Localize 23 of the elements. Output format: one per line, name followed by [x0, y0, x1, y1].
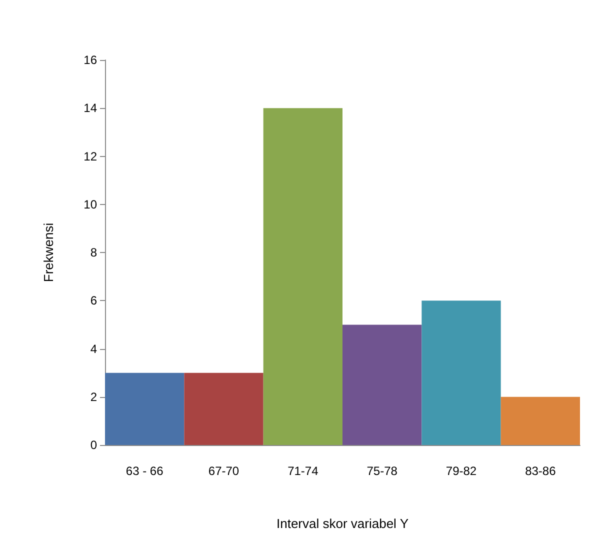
bar — [342, 324, 422, 445]
x-axis-title: Interval skor variabel Y — [276, 516, 409, 531]
y-tick-label: 6 — [90, 294, 98, 308]
bar — [500, 396, 580, 445]
x-tick-label: 83-86 — [525, 464, 556, 478]
bar — [422, 300, 501, 445]
x-tick-label: 79-82 — [446, 464, 477, 478]
y-tick-label: 12 — [84, 149, 98, 164]
y-tick-label: 4 — [90, 342, 98, 356]
y-tick-label: 10 — [84, 197, 98, 212]
bar — [263, 108, 342, 445]
x-tick-label: 63 - 66 — [126, 464, 164, 478]
bar — [105, 372, 184, 445]
y-tick-label: 14 — [84, 101, 98, 116]
bar — [184, 372, 264, 445]
y-tick-label: 2 — [90, 390, 98, 404]
x-tick-label: 71-74 — [288, 464, 319, 478]
x-tick-label: 67-70 — [208, 464, 240, 478]
y-tick-label: 0 — [90, 438, 98, 452]
x-tick-label: 75-78 — [366, 464, 398, 478]
y-tick-label: 8 — [90, 246, 98, 260]
y-axis-title: Frekwensi — [41, 222, 56, 282]
y-tick-label: 16 — [84, 53, 98, 67]
